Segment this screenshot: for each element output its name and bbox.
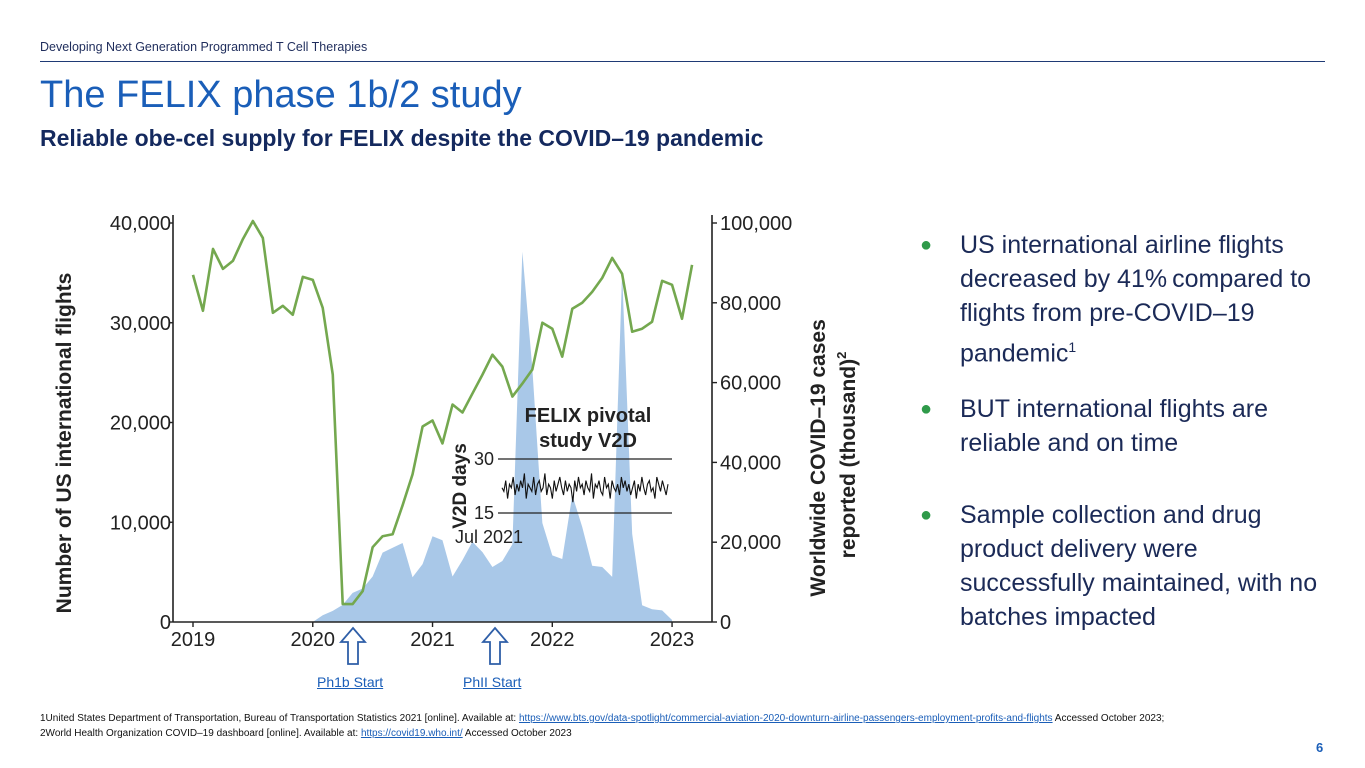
y-axis-right-label-line2: reported (thousand)2 <box>834 352 860 559</box>
x-tick-label: 2020 <box>291 629 336 651</box>
flights-covid-chart: 40,000 30,000 20,000 10,000 0 100,000 80,000 60… <box>53 213 860 651</box>
slide-header: Developing Next Generation Programmed T … <box>40 40 368 54</box>
footnote-1-link[interactable]: https://www.bts.gov/data-spotlight/comme… <box>518 713 1053 724</box>
footnote-2-link[interactable]: https://covid19.who.int/ <box>360 728 463 739</box>
footnote-1-text: 1United States Department of Transportat… <box>40 713 519 724</box>
y-right-tick-label: 20,000 <box>720 532 781 554</box>
slide-title: The FELIX phase 1b/2 study <box>40 74 522 116</box>
bullet-dot-icon: ● <box>920 234 933 256</box>
v2d-inset: FELIX pivotal study V2D V2D days 30 15 Jul 20… <box>450 405 672 547</box>
inset-title-line2: study V2D <box>539 430 637 452</box>
y-axis-right-label-sup: 2 <box>834 352 849 359</box>
key-points-list: ● US international airline flights decrea… <box>918 228 1318 634</box>
y-left-tick-label: 0 <box>160 612 171 634</box>
footnote-2-text: 2World Health Organization COVID–19 dash… <box>40 728 361 739</box>
inset-y-label: V2D days <box>450 443 471 529</box>
bullet-text: Sample collection and drug product deliv… <box>960 501 1318 632</box>
ph1b-start-label: Ph1b Start <box>317 674 384 690</box>
inset-v2d-line <box>501 473 669 503</box>
header-divider <box>40 61 1325 62</box>
y-axis-right-label-line1: Worldwide COVID–19 cases <box>807 319 830 596</box>
footnote-2-after: Accessed October 2023 <box>462 728 572 739</box>
bullet-item: ● US international airline flights decrea… <box>918 228 1318 370</box>
y-right-tick-label: 100,000 <box>720 213 792 235</box>
y-left-tick-label: 30,000 <box>110 313 171 335</box>
y-right-tick-label: 80,000 <box>720 293 781 315</box>
y-left-tick-label: 40,000 <box>110 213 171 235</box>
y-right-tick-label: 40,000 <box>720 452 781 474</box>
footnote-1: 1United States Department of Transportat… <box>40 713 1164 724</box>
bullet-text: US international airline flights decreas… <box>960 231 1312 368</box>
y-right-tick-label: 0 <box>720 612 731 634</box>
covid-cases-layer <box>312 251 673 622</box>
inset-x-label: Jul 2021 <box>455 527 523 547</box>
inset-title-line1: FELIX pivotal <box>525 405 652 427</box>
bullet-dot-icon: ● <box>920 504 933 527</box>
y-left-tick-label: 10,000 <box>110 512 171 534</box>
flights-line-layer <box>191 219 694 606</box>
inset-y-tick-label: 30 <box>474 449 494 469</box>
y-right-tick-label: 60,000 <box>720 373 781 395</box>
x-tick-label: 2023 <box>650 629 695 651</box>
bullet-item: ● BUT international flights are reliable … <box>918 392 1318 460</box>
covid-cases-area <box>312 251 673 622</box>
ph1b-arrow-icon <box>339 626 367 665</box>
y-axis-left-label: Number of US international flights <box>53 273 76 614</box>
ph2-arrow-icon <box>481 626 509 665</box>
x-tick-label: 2022 <box>530 629 575 651</box>
inset-y-tick-label: 15 <box>474 503 494 523</box>
x-tick-label: 2021 <box>410 629 455 651</box>
page-number: 6 <box>1316 740 1324 755</box>
chart-axes: 40,000 30,000 20,000 10,000 0 100,000 80,000 60… <box>110 213 792 651</box>
bullet-footnote-ref: 1 <box>1068 339 1077 355</box>
bullet-dot-icon: ● <box>920 398 933 421</box>
slide-subtitle: Reliable obe-cel supply for FELIX despit… <box>40 125 764 151</box>
footnote-1-after: Accessed October 2023; <box>1052 713 1165 724</box>
y-axis-right-label: Worldwide COVID–19 cases reported (thous… <box>807 313 860 596</box>
ph2-start-label: PhII Start <box>463 674 522 690</box>
footnote-2: 2World Health Organization COVID–19 dash… <box>40 728 572 739</box>
bullet-text: BUT international flights are reliable a… <box>960 395 1269 458</box>
x-tick-label: 2019 <box>171 629 216 651</box>
y-left-tick-label: 20,000 <box>110 413 171 435</box>
bullet-item: ● Sample collection and drug product deli… <box>918 498 1318 634</box>
